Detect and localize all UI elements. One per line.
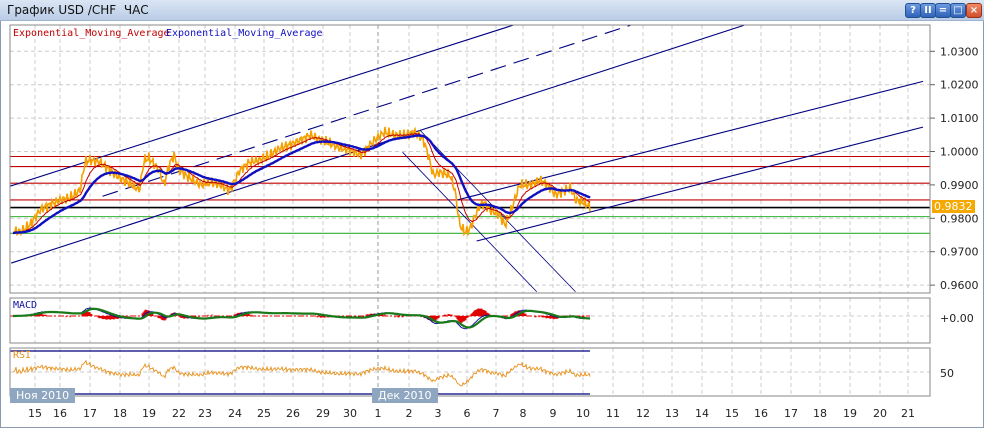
x-tick-label: 16 — [53, 407, 67, 420]
trend-line — [102, 25, 631, 197]
macd-signal-line — [13, 307, 591, 329]
x-tick-label: 16 — [754, 407, 768, 420]
maximize-button[interactable]: □ — [950, 3, 966, 18]
x-tick-label: 20 — [873, 407, 887, 420]
x-tick-label: 23 — [198, 407, 212, 420]
window-title: График USD /CHF ЧАС — [7, 3, 149, 17]
price-line — [12, 126, 591, 237]
trend-line — [402, 151, 538, 293]
y-tick-label: 0.9700 — [940, 246, 979, 259]
x-tick-label: 22 — [172, 407, 186, 420]
y-tick-label: 0.9900 — [940, 179, 979, 192]
x-tick-label: 26 — [286, 407, 300, 420]
x-tick-label: 25 — [257, 407, 271, 420]
x-tick-label: 21 — [901, 407, 915, 420]
legend-ema-slow: Exponential_Moving_Average — [166, 28, 323, 39]
pause-button[interactable]: II — [920, 3, 936, 18]
x-tick-label: 8 — [520, 407, 527, 420]
x-tick-label: 13 — [665, 407, 679, 420]
trend-line — [476, 126, 924, 242]
x-tick-label: 18 — [813, 407, 827, 420]
ema-slow-line — [13, 134, 591, 235]
month-label-nov: Ноя 2010 — [10, 388, 76, 403]
ema-fast-line — [12, 132, 591, 234]
rsi-label: RSI — [13, 350, 31, 361]
x-tick-label: 24 — [228, 407, 242, 420]
macd-label: MACD — [13, 300, 37, 311]
legend-ema-fast: Exponential_Moving_Average — [13, 28, 170, 39]
x-tick-label: 10 — [576, 407, 590, 420]
x-tick-label: 18 — [113, 407, 127, 420]
help-button[interactable]: ? — [905, 3, 921, 18]
x-tick-label: 17 — [784, 407, 798, 420]
rsi-50-tick: 50 — [940, 367, 954, 380]
x-tick-label: 11 — [606, 407, 620, 420]
x-tick-label: 12 — [636, 407, 650, 420]
current-price-badge: 0.9832 — [932, 200, 975, 213]
month-label-dec: Дек 2010 — [372, 388, 438, 403]
x-tick-label: 14 — [695, 407, 709, 420]
x-tick-label: 9 — [550, 407, 557, 420]
x-tick-label: 19 — [843, 407, 857, 420]
y-tick-label: 1.0200 — [940, 79, 979, 92]
x-axis: 15 16 17 18 19 22 23 24 25 26 29 30 1 2 3 6 7 8 9 10 11 12 13 1… — [28, 407, 915, 420]
macd-panel-border — [9, 297, 931, 344]
price-series — [10, 126, 591, 395]
x-tick-label: 17 — [83, 407, 97, 420]
close-button[interactable]: × — [966, 3, 982, 18]
x-tick-label: 6 — [464, 407, 471, 420]
y-tick-label: 1.0300 — [940, 45, 979, 58]
y-axis: 1.0300 1.0200 1.0100 1.0000 0.9900 0.9800 0.97… — [930, 45, 979, 292]
x-tick-label: 1 — [375, 407, 382, 420]
grid — [10, 25, 930, 396]
rsi-panel-border — [9, 347, 931, 397]
rsi-line — [12, 359, 591, 387]
macd-zero-tick: +0.00 — [940, 312, 974, 325]
y-tick-label: 0.9800 — [940, 212, 979, 225]
y-tick-label: 0.9600 — [940, 279, 979, 292]
x-tick-label: 2 — [406, 407, 413, 420]
trend-line — [457, 80, 924, 201]
x-tick-label: 30 — [343, 407, 357, 420]
x-tick-label: 7 — [493, 407, 500, 420]
y-tick-label: 1.0000 — [940, 146, 979, 159]
x-tick-label: 15 — [725, 407, 739, 420]
main-panel-border — [9, 24, 931, 294]
x-tick-label: 15 — [28, 407, 42, 420]
x-tick-label: 19 — [142, 407, 156, 420]
x-tick-label: 3 — [435, 407, 442, 420]
y-tick-label: 1.0100 — [940, 112, 979, 125]
x-tick-label: 29 — [316, 407, 330, 420]
title-bar[interactable]: График USD /CHF ЧАС ? II = □ × — [0, 0, 984, 21]
